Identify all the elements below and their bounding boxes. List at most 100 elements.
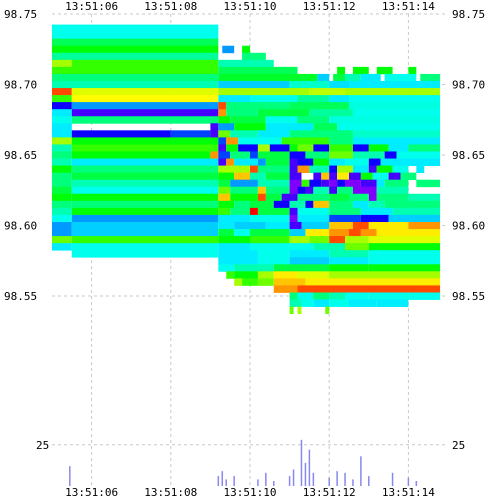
heatmap-cell bbox=[52, 95, 72, 103]
heatmap-cell bbox=[273, 200, 290, 209]
heatmap-cell bbox=[52, 24, 219, 33]
heatmap-cell bbox=[333, 73, 346, 82]
heatmap-cell bbox=[71, 109, 219, 117]
heatmap-cell bbox=[368, 165, 377, 174]
heatmap-cell bbox=[71, 214, 219, 223]
heatmap-cell bbox=[52, 179, 72, 188]
heatmap-cell bbox=[265, 116, 298, 124]
heatmap-cell bbox=[218, 109, 227, 117]
heatmap-cell bbox=[52, 186, 72, 195]
heatmap-cell bbox=[210, 130, 219, 138]
volume-bar bbox=[225, 479, 227, 486]
volume-bar bbox=[391, 472, 394, 486]
heatmap-cell bbox=[388, 214, 441, 223]
heatmap-cell bbox=[329, 264, 369, 272]
heatmap-cell bbox=[71, 102, 219, 110]
heatmap-cell bbox=[230, 186, 258, 195]
heatmap-cell bbox=[52, 137, 72, 145]
y-tick-label-left: 98.70 bbox=[4, 79, 37, 92]
heatmap-cell bbox=[71, 200, 219, 209]
heatmap-cell bbox=[52, 158, 72, 166]
heatmap-cell bbox=[273, 278, 306, 286]
heatmap-cell bbox=[218, 73, 318, 82]
heatmap-cell bbox=[360, 172, 373, 181]
heatmap-cell bbox=[313, 243, 346, 251]
volume-bar bbox=[257, 479, 259, 486]
heatmap-cell bbox=[420, 73, 441, 82]
heatmap-cell bbox=[234, 172, 250, 181]
heatmap-cell bbox=[257, 109, 310, 117]
heatmap-cell bbox=[376, 193, 409, 202]
heatmap-cell bbox=[313, 186, 330, 195]
heatmap-cell bbox=[234, 123, 266, 131]
volume-bar bbox=[328, 477, 330, 486]
heatmap-cell bbox=[218, 137, 227, 145]
heatmap-cell bbox=[352, 151, 385, 159]
heatmap-cell bbox=[345, 88, 441, 96]
heatmap-cell bbox=[71, 172, 219, 181]
heatmap-cell bbox=[360, 73, 381, 82]
heatmap-cell bbox=[257, 158, 266, 166]
heatmap-cell bbox=[337, 186, 353, 195]
heatmap-cell bbox=[71, 207, 219, 216]
heatmap-cell bbox=[265, 186, 290, 195]
heatmap-cell bbox=[321, 179, 330, 188]
heatmap-cell bbox=[388, 172, 401, 181]
heatmap-cell bbox=[71, 193, 219, 202]
heatmap-cell bbox=[289, 292, 298, 300]
heatmap-cell bbox=[52, 236, 72, 244]
heatmap-cell bbox=[242, 45, 250, 54]
heatmap-cell bbox=[250, 165, 258, 174]
heatmap-cell bbox=[408, 144, 441, 152]
heatmap-cell bbox=[329, 236, 346, 244]
heatmap-cell bbox=[289, 151, 306, 159]
heatmap-cell bbox=[289, 214, 298, 223]
heatmap-cell bbox=[329, 207, 361, 216]
heatmap-cell bbox=[416, 165, 425, 174]
heatmap-cell bbox=[289, 144, 298, 152]
heatmap-cell bbox=[380, 158, 441, 166]
heatmap-cell bbox=[388, 144, 409, 152]
heatmap-cell bbox=[384, 179, 409, 188]
heatmap-cell bbox=[376, 229, 441, 237]
heatmap-cell bbox=[301, 179, 310, 188]
volume-bar bbox=[300, 439, 303, 486]
heatmap-cell bbox=[52, 66, 219, 75]
heatmap-cell bbox=[345, 236, 369, 244]
heatmap-cell bbox=[329, 200, 353, 209]
heatmap-cell bbox=[329, 116, 441, 124]
heatmap-cell bbox=[265, 193, 282, 202]
heatmap-cell bbox=[257, 271, 274, 279]
heatmap-cell bbox=[345, 73, 361, 82]
heatmap-cell bbox=[71, 186, 219, 195]
heatmap-cell bbox=[52, 123, 72, 131]
heatmap-cell bbox=[329, 137, 353, 145]
heatmap-cell bbox=[52, 214, 72, 223]
heatmap-cell bbox=[218, 200, 235, 209]
heatmap-cell bbox=[289, 200, 306, 209]
heatmap-cell bbox=[226, 271, 235, 279]
heatmap-cell bbox=[345, 158, 369, 166]
volume-bar bbox=[368, 476, 370, 486]
heatmap-cell bbox=[234, 264, 274, 272]
heatmap-cell bbox=[329, 144, 353, 152]
volume-bar bbox=[352, 479, 354, 486]
heatmap-cells bbox=[52, 24, 441, 315]
heatmap-cell bbox=[52, 31, 219, 40]
heatmap-cell bbox=[218, 130, 231, 138]
heatmap-cell bbox=[234, 229, 250, 237]
heatmap-cell bbox=[352, 186, 377, 195]
volume-bar bbox=[292, 469, 295, 486]
heatmap-cell bbox=[257, 151, 290, 159]
heatmap-cell bbox=[289, 158, 298, 166]
heatmap-cell bbox=[52, 221, 72, 230]
x-tick-label-bottom: 13:51:10 bbox=[224, 486, 277, 499]
heatmap-cell bbox=[250, 172, 266, 181]
heatmap-cell bbox=[218, 144, 227, 152]
heatmap-cell bbox=[273, 271, 298, 279]
y-tick-label-left: 98.55 bbox=[4, 290, 37, 303]
heatmap-cell bbox=[250, 243, 290, 251]
heatmap-cell bbox=[238, 144, 258, 152]
heatmap-cell bbox=[360, 214, 389, 223]
heatmap-cell bbox=[52, 229, 72, 237]
